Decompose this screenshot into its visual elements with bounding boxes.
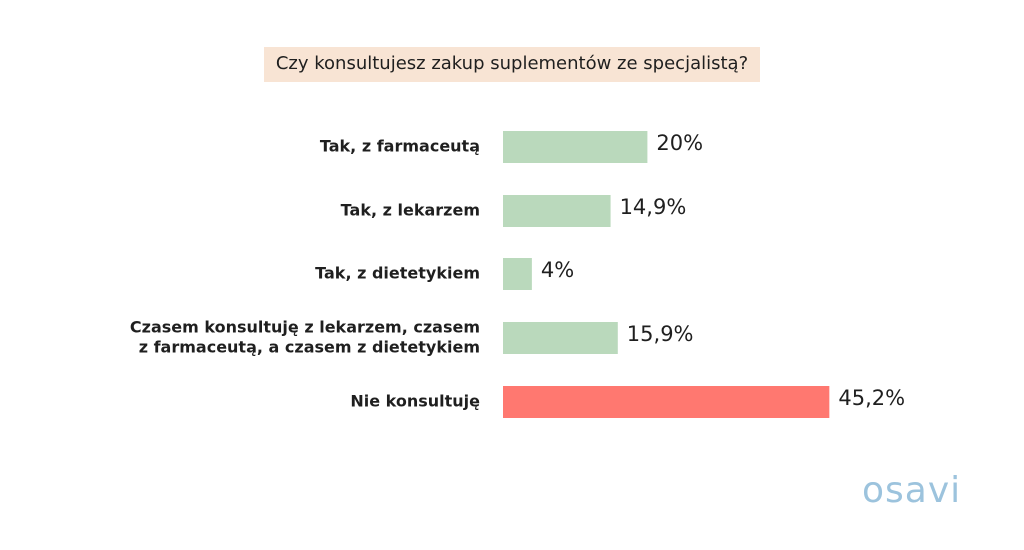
bar-5 [503, 386, 830, 418]
bar-1 [503, 131, 648, 163]
value-label-4: 15,9% [627, 322, 694, 346]
category-label-2: Tak, z lekarzem [341, 201, 480, 220]
value-label-3: 4% [541, 258, 574, 282]
category-label-4-line-1: Czasem konsultuję z lekarzem, czasem [130, 318, 480, 337]
osavi-logo: osavi [862, 470, 962, 511]
bar-4 [503, 322, 618, 354]
chart-title: Czy konsultujesz zakup suplementów ze sp… [263, 47, 761, 82]
value-label-1: 20% [656, 131, 703, 155]
category-label-1: Tak, z farmaceutą [320, 137, 480, 156]
bar-3 [503, 258, 532, 290]
bar-2 [503, 195, 611, 227]
value-label-5: 45,2% [838, 386, 905, 410]
value-label-2: 14,9% [620, 195, 687, 219]
category-label-3: Tak, z dietetykiem [315, 264, 480, 283]
category-label-5: Nie konsultuję [350, 392, 480, 411]
category-label-4-line-2: z farmaceutą, a czasem z dietetykiem [139, 338, 480, 357]
title-wrapper: Czy konsultujesz zakup suplementów ze sp… [0, 47, 1024, 82]
